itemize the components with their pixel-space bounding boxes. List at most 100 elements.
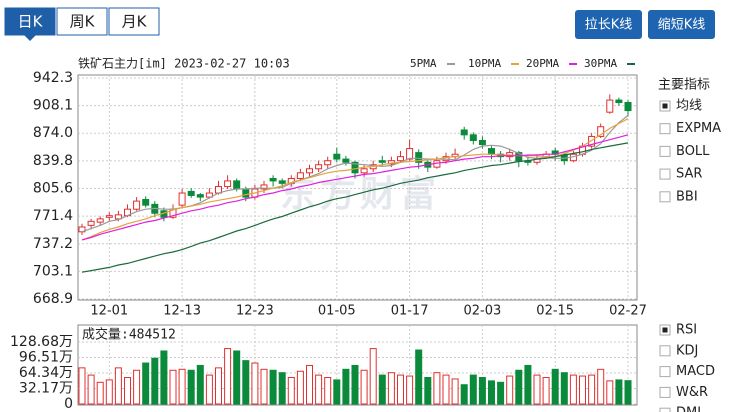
candle-body	[260, 184, 268, 190]
volume-bar	[160, 350, 168, 405]
candle-body	[96, 218, 104, 223]
volume-bar	[315, 374, 323, 405]
checkbox[interactable]	[659, 366, 671, 378]
y-tick-label: 64.34万	[19, 365, 73, 381]
volume-title: 成交量:484512	[82, 327, 176, 343]
button-label[interactable]: 拉长K线	[585, 18, 633, 33]
volume-bar	[105, 379, 113, 405]
volume-bar	[442, 374, 450, 405]
candle-body	[588, 135, 596, 147]
candle-body	[114, 214, 122, 220]
candle-body	[397, 156, 404, 162]
checkbox[interactable]	[659, 407, 671, 412]
candle-body	[515, 152, 523, 162]
main-frame	[77, 74, 638, 301]
candle-body	[87, 220, 95, 226]
y-tick-label: 703.1	[33, 263, 73, 279]
volume-bar	[351, 364, 359, 405]
checkbox[interactable]	[659, 123, 671, 135]
volume-bar	[278, 372, 286, 405]
indicator-option[interactable]: DMI	[676, 406, 701, 412]
indicator-option[interactable]: BBI	[676, 189, 698, 204]
volume-bar	[78, 367, 86, 405]
indicator-option[interactable]: SAR	[676, 167, 702, 182]
indicator-option[interactable]: KDJ	[676, 343, 698, 358]
candle-body	[269, 177, 277, 182]
tab-label[interactable]: 日K	[18, 13, 44, 31]
volume-bar	[296, 370, 304, 405]
volume-bar	[488, 380, 495, 405]
volume-bar	[460, 384, 468, 405]
candle-body	[460, 129, 468, 136]
volume-bar	[169, 369, 177, 405]
volume-bar	[342, 368, 350, 405]
indicator-option[interactable]: BOLL	[676, 144, 710, 159]
volume-bar	[533, 374, 541, 405]
checkbox[interactable]	[659, 345, 671, 357]
y-tick-label: 771.4	[33, 208, 73, 224]
x-tick-label: 12-01	[90, 304, 128, 319]
checkbox-mark	[662, 327, 668, 333]
candle-body	[624, 101, 632, 112]
volume-bar	[251, 362, 259, 405]
candle-body	[142, 198, 150, 206]
volume-bar	[387, 372, 395, 405]
checkbox[interactable]	[659, 386, 671, 398]
volume-bar	[615, 379, 623, 405]
tab[interactable]	[108, 7, 160, 36]
tab[interactable]	[56, 7, 108, 36]
candle-body	[296, 172, 304, 179]
volume-bar	[506, 375, 514, 405]
candle-body	[278, 180, 286, 184]
volume-bar	[233, 350, 241, 405]
candle-body	[105, 215, 113, 218]
volume-bar	[133, 369, 141, 405]
volume-bar	[324, 377, 332, 405]
y-tick-label: 737.2	[33, 236, 73, 252]
volume-bar	[397, 374, 404, 405]
candle-body	[133, 200, 141, 210]
indicator-option[interactable]: EXPMA	[676, 121, 721, 136]
button[interactable]	[648, 10, 715, 39]
x-tick-label: 02-15	[536, 304, 574, 319]
volume-bar	[360, 369, 368, 405]
candle-body	[406, 148, 414, 160]
candle-body	[615, 99, 623, 103]
checkbox[interactable]	[659, 145, 671, 157]
indicator-option[interactable]: MACD	[676, 364, 715, 379]
checkbox[interactable]	[659, 168, 671, 180]
indicator-option[interactable]: W&R	[676, 385, 708, 400]
legend-label: 5PMA	[410, 57, 437, 70]
volume-bar	[478, 377, 486, 405]
button[interactable]	[575, 10, 642, 39]
y-tick-label: 874.0	[33, 125, 73, 141]
volume-bar	[196, 364, 204, 405]
y-tick-label: 805.6	[33, 181, 73, 197]
volume-bar	[187, 369, 195, 405]
candle-body	[205, 192, 213, 198]
legend-label: 20PMA	[526, 57, 559, 70]
tab[interactable]	[4, 7, 56, 36]
indicator-option[interactable]: 均线	[676, 99, 702, 114]
checkbox[interactable]	[659, 191, 671, 203]
candle-body	[469, 134, 477, 141]
volume-bar	[151, 357, 159, 405]
checkbox-mark	[662, 103, 668, 109]
tab-label[interactable]: 月K	[122, 13, 148, 31]
candle-body	[333, 153, 341, 160]
volume-bar	[178, 368, 186, 405]
x-tick-label: 01-17	[391, 304, 429, 319]
button-label[interactable]: 缩短K线	[658, 17, 706, 33]
volume-bar	[415, 349, 423, 405]
candle-body	[597, 126, 605, 137]
volume-bar	[406, 375, 414, 405]
volume-bar	[569, 374, 577, 405]
tab-label[interactable]: 周K	[70, 13, 96, 31]
candle-body	[488, 148, 495, 155]
volume-frame	[77, 324, 638, 406]
candle-body	[187, 190, 195, 196]
indicator-option[interactable]: RSI	[676, 323, 697, 338]
legend-label: 10PMA	[468, 57, 501, 70]
